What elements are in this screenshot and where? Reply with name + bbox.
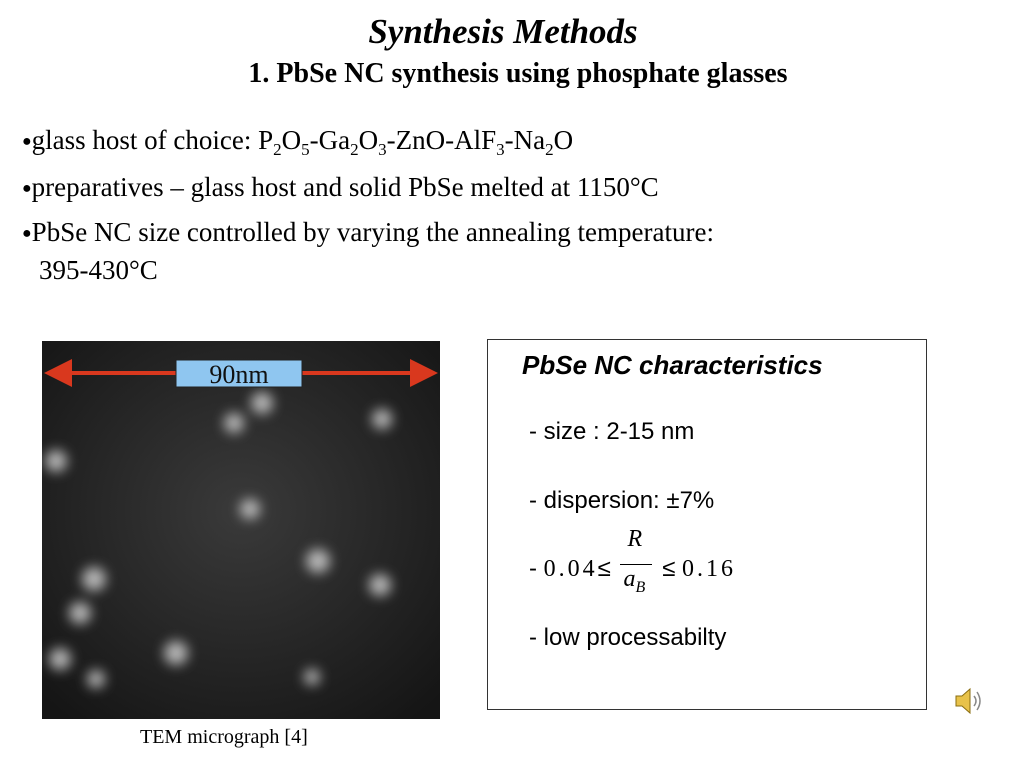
ratio-item: - 0.04≤ R aB ≤ 0.16 (529, 526, 737, 596)
dash: - (529, 555, 537, 582)
bullet: ●glass host of choice: P2O5-Ga2O3-ZnO-Al… (22, 122, 573, 160)
processability-item: - low processabilty (529, 624, 727, 651)
bullet-text: O (281, 125, 302, 155)
bullet-dot: ● (22, 133, 32, 150)
bullet-dot: ● (22, 225, 32, 242)
subscript: 2 (545, 140, 554, 159)
dispersion-item: - dispersion: ±7% (529, 487, 715, 514)
speaker-icon[interactable] (952, 685, 984, 717)
lower-bound: 0.04 (543, 556, 598, 582)
title: Synthesis Methods (368, 12, 638, 51)
subscript: 3 (378, 140, 387, 159)
tem-image: 90nm (42, 341, 440, 719)
bullet-continuation: 395-430°C (39, 255, 158, 285)
subtitle: 1. PbSe NC synthesis using phosphate gla… (248, 58, 788, 89)
le-sign: ≤ (662, 555, 676, 582)
bullet-text: -Na (504, 125, 546, 155)
bullet-text: O (553, 125, 574, 155)
bullet-text: glass host of choice: P (31, 125, 274, 155)
box-title: PbSe NC characteristics (522, 350, 823, 380)
scale-label: 90nm (209, 360, 268, 389)
bullet-text: preparatives – glass host and solid PbSe… (31, 172, 659, 202)
fraction: R aB (618, 526, 656, 596)
bullet-dot: ● (22, 180, 32, 197)
subscript: 2 (273, 140, 282, 159)
den: a (623, 566, 636, 592)
size-item: - size : 2-15 nm (529, 418, 695, 445)
bullet-text: -Ga (309, 125, 351, 155)
upper-bound: 0.16 (682, 556, 737, 582)
bullet-text: PbSe NC size controlled by varying the a… (31, 217, 714, 247)
subscript: 3 (496, 140, 505, 159)
bullet: ●preparatives – glass host and solid PbS… (22, 169, 659, 207)
fraction-bar (619, 564, 652, 565)
den-sub: B (635, 578, 646, 596)
le-sign: ≤ (597, 555, 611, 582)
numerator: R (627, 526, 643, 552)
bullet-text: O (358, 125, 379, 155)
subscript: 5 (301, 140, 310, 159)
subscript: 2 (350, 140, 359, 159)
characteristics-box: PbSe NC characteristics - size : 2-15 nm… (487, 339, 927, 710)
denominator: aB (624, 566, 646, 597)
bullet: ●PbSe NC size controlled by varying the … (22, 214, 714, 288)
caption: TEM micrograph [4] (140, 726, 308, 748)
bullet-text: -ZnO-AlF (386, 125, 497, 155)
